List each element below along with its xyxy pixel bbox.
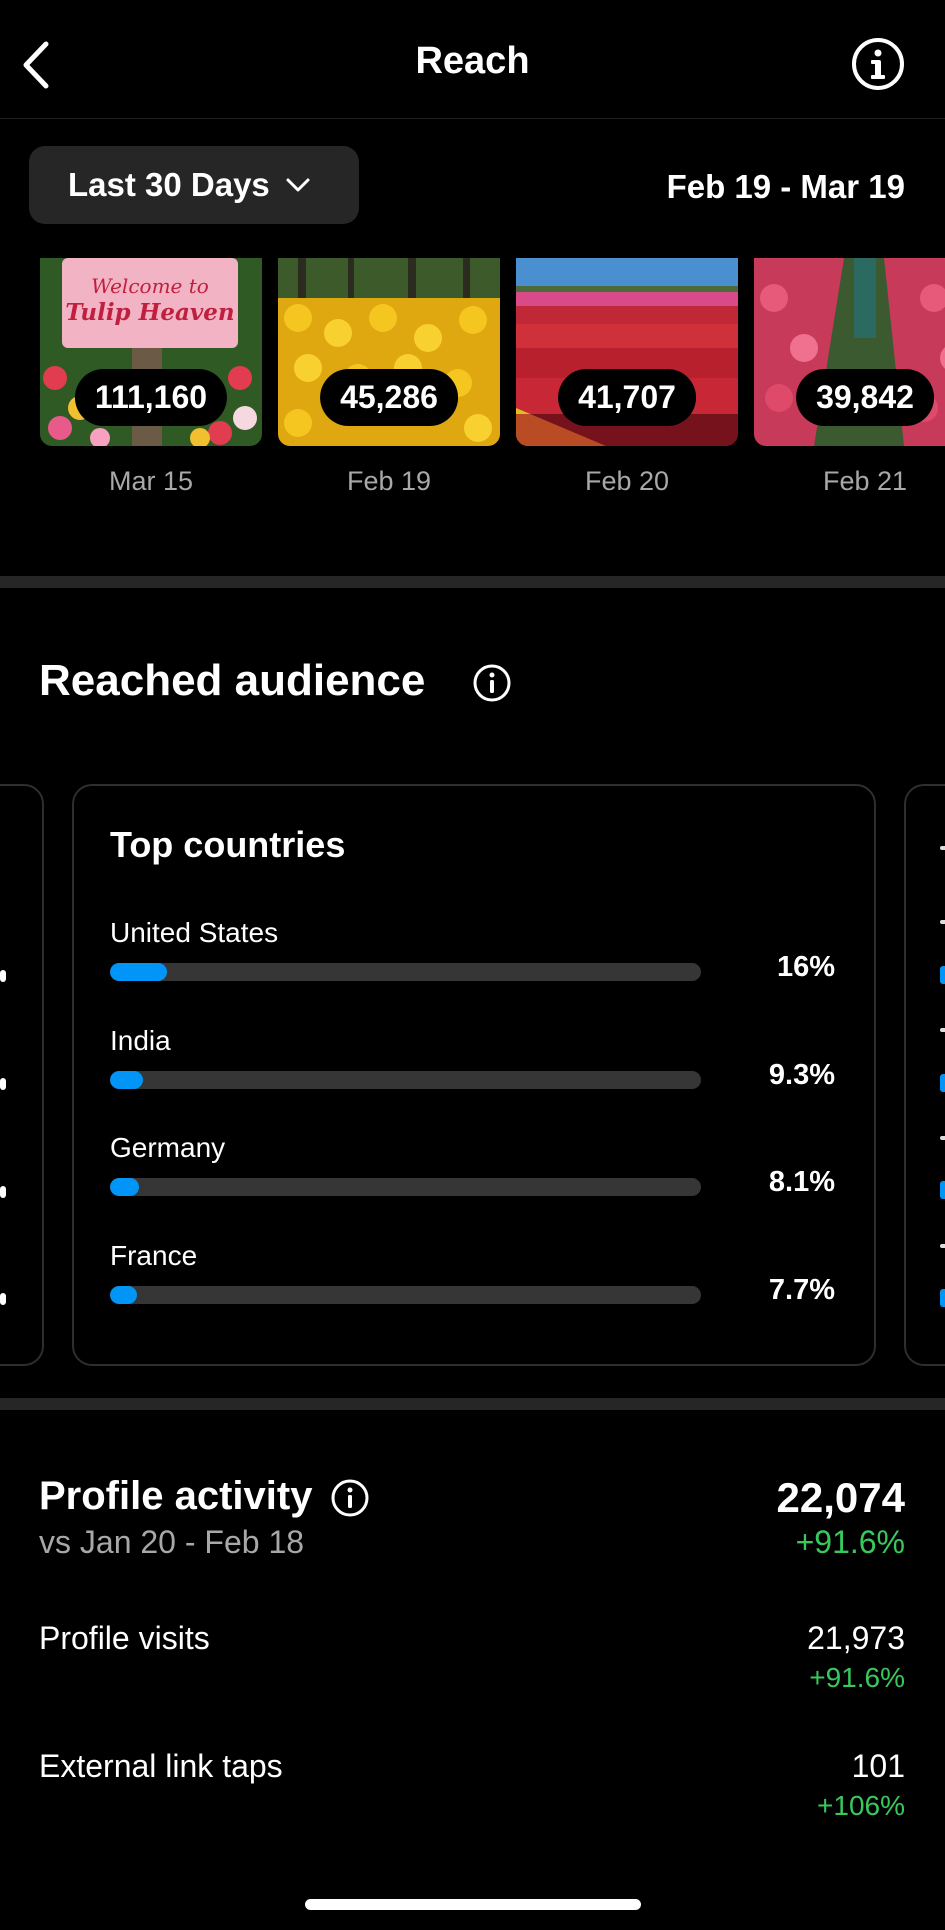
post-date: Feb 19 (346, 466, 432, 496)
country-percent: 9.3% (768, 1058, 835, 1091)
text-edge (940, 1244, 945, 1248)
comparison-period: vs Jan 20 - Feb 18 (39, 1524, 305, 1560)
home-indicator (305, 1899, 641, 1910)
text-edge (940, 920, 945, 924)
content-thumbnail[interactable]: 45,286 (278, 258, 500, 446)
reach-count: 45,286 (320, 369, 458, 426)
metric-value: 21,973 (807, 1620, 905, 1656)
post-date: Feb 21 (822, 466, 908, 496)
country-name: Germany (110, 1132, 226, 1163)
section-title: Reached audience (39, 656, 426, 705)
chevron-left-icon (23, 41, 49, 89)
metric-change: +106% (817, 1790, 905, 1821)
profile-activity-total: 22,074 (776, 1474, 905, 1521)
bar-edge (0, 1078, 6, 1090)
reach-count: 111,160 (74, 369, 228, 426)
section-divider (0, 1398, 945, 1410)
date-range-text: Feb 19 - Mar 19 (666, 168, 905, 205)
reach-count: 39,842 (796, 369, 934, 426)
content-thumbnail[interactable]: Welcome to Tulip Heaven 111,160 (40, 258, 262, 446)
sign-text: Tulip Heaven (65, 299, 234, 326)
country-bar-fill (110, 1178, 139, 1196)
country-name: France (110, 1239, 198, 1271)
country-bar-fill (110, 1285, 137, 1304)
bar-edge (0, 1186, 6, 1198)
info-icon (852, 38, 904, 90)
info-icon[interactable] (472, 663, 512, 703)
content-thumbnail[interactable]: 39,842 (754, 258, 945, 446)
sign-text: Welcome to (91, 274, 209, 298)
country-percent: 7.7% (768, 1273, 835, 1306)
bar-edge (0, 1293, 6, 1305)
bar-edge (940, 966, 945, 984)
metric-change: +91.6% (809, 1662, 905, 1693)
country-name: India (110, 1024, 171, 1056)
bar-edge (940, 1181, 945, 1199)
profile-activity-change: +91.6% (795, 1524, 905, 1560)
page-title: Reach (415, 40, 530, 82)
top-content-carousel: Welcome to Tulip Heaven 111,160 Mar 15 4… (0, 258, 945, 508)
bar-edge (940, 1074, 945, 1092)
audience-card-next[interactable] (904, 784, 945, 1366)
country-name: United States (110, 917, 279, 948)
country-bar-fill (110, 963, 167, 981)
metric-label: External link taps (39, 1748, 283, 1784)
section-divider (0, 576, 945, 588)
date-range-label: Last 30 Days (68, 166, 270, 203)
text-edge (940, 846, 945, 850)
info-icon[interactable] (330, 1478, 370, 1518)
card-title: Top countries (110, 824, 346, 865)
section-title: Profile activity (39, 1474, 313, 1518)
country-bar-track (110, 1178, 701, 1196)
text-edge (940, 1136, 945, 1140)
bar-edge (0, 970, 6, 982)
audience-card-previous[interactable] (0, 784, 44, 1366)
metric-value: 101 (851, 1748, 905, 1784)
metric-label: Profile visits (39, 1620, 210, 1656)
country-bar-track (110, 963, 701, 981)
country-bar-track (110, 1070, 701, 1089)
text-edge (940, 1028, 945, 1032)
country-bar-fill (110, 1070, 143, 1089)
post-date: Feb 20 (584, 466, 670, 496)
country-percent: 8.1% (768, 1166, 835, 1198)
bar-edge (940, 1289, 945, 1307)
back-button[interactable] (16, 36, 66, 94)
top-bar: Reach (0, 0, 945, 119)
content-thumbnail[interactable]: 41,707 (516, 258, 738, 446)
chevron-down-icon (286, 178, 310, 192)
reach-count: 41,707 (558, 369, 696, 426)
info-button[interactable] (850, 36, 906, 92)
post-date: Mar 15 (108, 466, 194, 496)
date-range-dropdown[interactable]: Last 30 Days (29, 146, 359, 224)
country-bar-track (110, 1285, 701, 1304)
country-percent: 16% (776, 951, 835, 983)
